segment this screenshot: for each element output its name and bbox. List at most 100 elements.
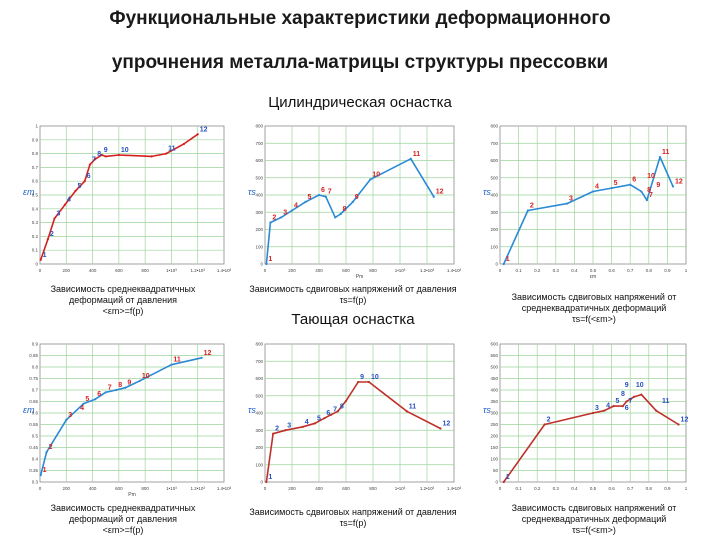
point-label: 9 [625, 382, 629, 389]
x-tick-label: 0.8 [646, 486, 653, 491]
point-label: 10 [647, 173, 655, 180]
data-point [104, 391, 107, 394]
y-tick-label: 0.3 [32, 480, 39, 485]
data-point [269, 221, 272, 224]
data-point [655, 409, 658, 412]
data-point [65, 418, 68, 421]
caption-4-line-1: Зависимость среднеквадратичных [50, 503, 196, 513]
x-tick-label: 0.8 [646, 268, 653, 273]
y-tick-label: 700 [490, 141, 498, 146]
data-point [63, 203, 67, 206]
point-label: 10 [142, 373, 150, 380]
x-tick-label: 0 [499, 486, 502, 491]
y-tick-label: 450 [490, 376, 498, 381]
x-tick-label: 200 [63, 268, 71, 273]
x-tick-label: 1.2•10³ [420, 268, 435, 273]
data-point [45, 451, 48, 454]
chart-strain-vs-pressure-cylindrical: 0 200 400 600 800 1•10³ 1.2•10³ 1.4•10³ 0 0.1 0.2 0… [23, 124, 232, 274]
x-tick-label: 0.3 [553, 486, 560, 491]
data-point [124, 386, 127, 389]
point-label: 12 [443, 421, 451, 428]
point-label: 4 [80, 405, 84, 412]
point-label: 3 [595, 405, 599, 412]
x-tick-label: 800 [141, 268, 149, 273]
point-label: 3 [287, 422, 291, 429]
data-point [280, 216, 283, 219]
x-tick-label: 600 [342, 486, 350, 491]
y-tick-label: 300 [490, 411, 498, 416]
point-label: 12 [436, 189, 444, 196]
data-point [357, 380, 360, 384]
caption-4-line-3: <εm>=f(p) [102, 525, 144, 535]
data-point [324, 195, 327, 198]
point-label: 7 [108, 384, 112, 391]
data-point [629, 398, 632, 401]
data-point [367, 380, 371, 384]
point-label: 12 [200, 126, 208, 133]
x-tick-label: 0 [264, 268, 267, 273]
point-label: 9 [360, 374, 364, 381]
y-tick-label: 0 [260, 480, 263, 485]
y-tick-label: 0.6 [32, 411, 39, 416]
caption-5-line-1: Зависимость сдвиговых напряжений от давл… [249, 507, 457, 517]
data-point [46, 238, 49, 241]
y-tick-label: 600 [255, 376, 263, 381]
caption-1-line-3: <εm>=f(p) [102, 306, 144, 316]
caption-6-line-3: τs=f(<εm>) [572, 525, 616, 535]
x-tick-label: 1•10³ [395, 486, 406, 491]
point-label: 3 [569, 196, 573, 203]
data-point [625, 400, 628, 403]
x-tick-label: 0 [39, 486, 42, 491]
point-label: 8 [118, 382, 122, 389]
x-tick-label: 1.2•10³ [191, 486, 206, 491]
x-tick-label: 600 [342, 268, 350, 273]
point-label: 11 [168, 146, 176, 153]
x-tick-label: 1.4•10³ [447, 268, 462, 273]
data-point [284, 429, 287, 432]
y-axis-label: τs [248, 187, 256, 197]
y-axis-label: τs [483, 405, 491, 415]
y-tick-label: 600 [490, 158, 498, 163]
chart-shear-vs-pressure-floating: 0 200 400 600 800 1•10³ 1.2•10³ 1.4•10³ 0 100 200 3… [248, 342, 462, 492]
point-label: 4 [595, 184, 599, 191]
point-label: 2 [272, 215, 276, 222]
data-point [290, 209, 294, 212]
caption-3: Зависимость сдвиговых напряжений от сред… [478, 292, 710, 325]
x-tick-label: 400 [315, 486, 323, 491]
point-label: 10 [371, 374, 379, 381]
data-point [100, 153, 103, 157]
point-label: 1 [506, 474, 510, 481]
y-tick-label: 0.6 [32, 179, 39, 184]
point-label: 9 [656, 182, 660, 189]
data-point [409, 157, 412, 160]
point-label: 8 [340, 403, 344, 410]
caption-6-line-2: среднеквадратичных деформаций [521, 514, 667, 524]
x-tick-label: 600 [115, 268, 123, 273]
data-point [150, 155, 153, 158]
point-label: 4 [294, 203, 298, 210]
point-label: 7 [92, 157, 96, 164]
data-point [603, 409, 606, 412]
x-tick-label: 0.5 [590, 486, 597, 491]
y-tick-label: 150 [490, 445, 498, 450]
caption-1: Зависимость среднеквадратичных деформаци… [18, 284, 228, 317]
caption-5-line-2: τs=f(p) [339, 518, 367, 528]
x-tick-label: 1•10³ [166, 486, 177, 491]
y-tick-label: 500 [490, 365, 498, 370]
point-label: 9 [355, 194, 359, 201]
x-tick-label: 400 [89, 486, 97, 491]
chart-shear-vs-pressure-cylindrical: 0 200 400 600 800 1•10³ 1.2•10³ 1.4•10³ 0 100 200 3… [248, 124, 462, 281]
point-label: 7 [628, 398, 632, 405]
point-label: 5 [615, 398, 619, 405]
x-tick-label: 0.2 [534, 486, 541, 491]
point-label: 7 [333, 407, 337, 414]
x-axis-label: εm [590, 274, 596, 280]
point-label: 7 [649, 192, 653, 199]
x-tick-label: 0.6 [608, 486, 615, 491]
data-point [344, 399, 348, 403]
data-point [610, 187, 613, 190]
data-point [677, 423, 680, 426]
chart-strain-vs-pressure-floating: 0 200 400 600 800 1•10³ 1.2•10³ 1.4•10³ 0.3 0.35 0… [23, 342, 232, 499]
data-series-line [503, 393, 680, 483]
data-point [53, 217, 56, 220]
